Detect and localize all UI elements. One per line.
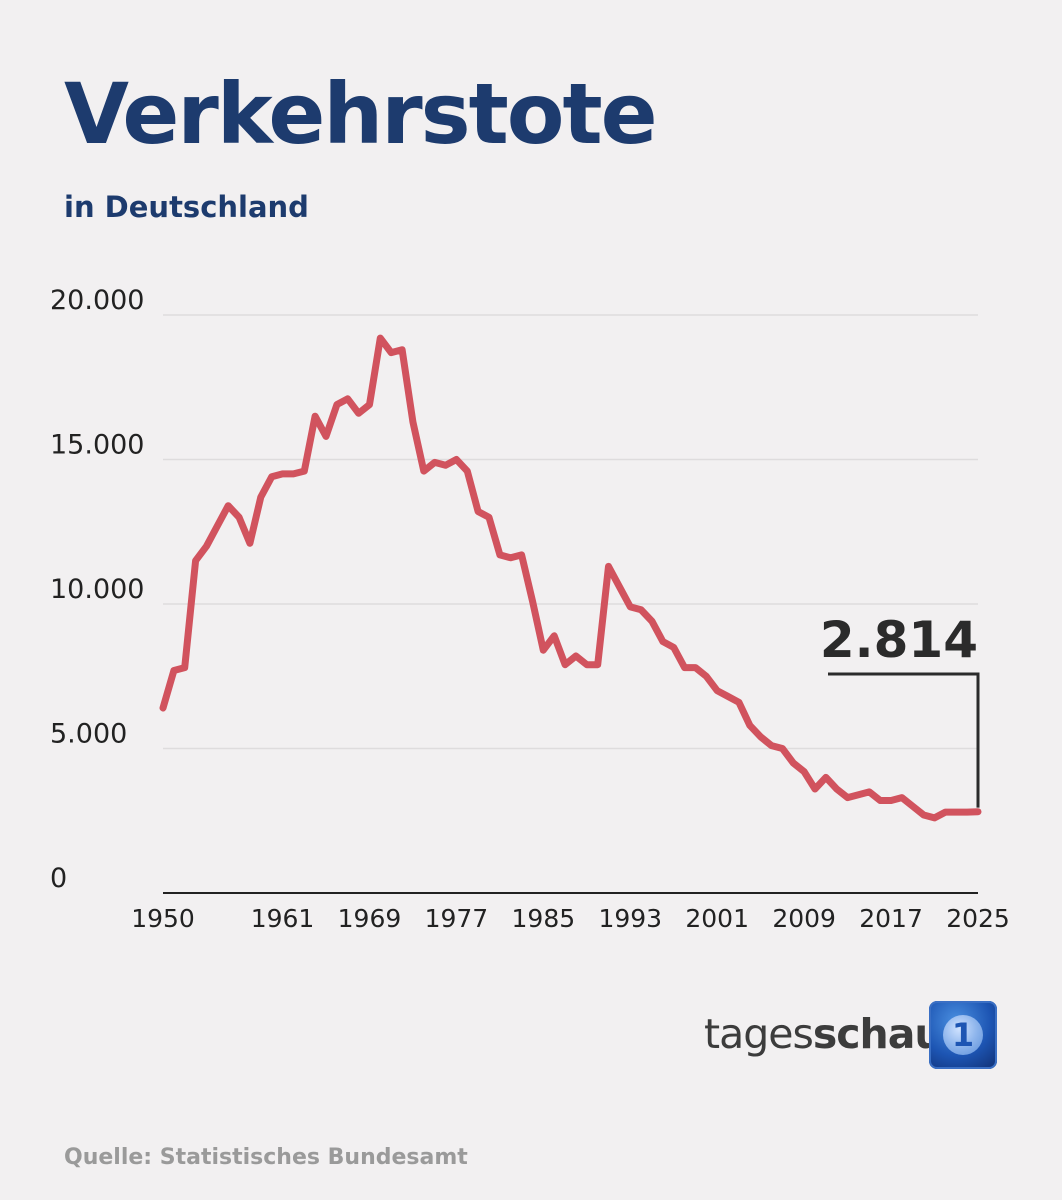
series-line-verkehrstote [159,334,982,822]
x-tick-label-2017: 2017 [859,904,923,933]
annotation-value-label: 2.814 [820,611,978,669]
y-tick-label-20000: 20.000 [50,285,144,316]
brand-name-regular: tages [704,1010,814,1058]
annotation-bracket [828,672,980,808]
x-tick-label-2025: 2025 [946,904,1010,933]
y-axis-labels: 0 5.000 10.000 15.000 20.000 [50,285,144,894]
gridlines [163,314,978,750]
x-tick-label-1985: 1985 [512,904,576,933]
x-tick-label-2001: 2001 [685,904,749,933]
page-subtitle: in Deutschland [64,190,309,224]
y-tick-label-0: 0 [50,863,67,894]
page-title: Verkehrstote [64,65,658,163]
tagesschau-1-logo-icon: 1 [929,1001,997,1069]
x-axis-labels: 1950 1961 1969 1977 1985 1993 2001 2009 2017 2025 [131,904,1010,933]
x-tick-label-2009: 2009 [772,904,836,933]
brand-wordmark: tagesschau [704,1010,944,1058]
x-tick-label-1977: 1977 [425,904,489,933]
y-tick-label-5000: 5.000 [50,719,127,750]
logo-numeral: 1 [951,1016,975,1054]
brand-name-bold: schau [812,1010,944,1058]
y-tick-label-10000: 10.000 [50,574,144,605]
x-tick-label-1950: 1950 [131,904,195,933]
logo-globe [943,1015,983,1055]
x-tick-label-1961: 1961 [251,904,315,933]
source-note: Quelle: Statistisches Bundesamt [64,1145,468,1170]
y-tick-label-15000: 15.000 [50,430,144,461]
x-tick-label-1993: 1993 [598,904,662,933]
x-tick-label-1969: 1969 [338,904,402,933]
